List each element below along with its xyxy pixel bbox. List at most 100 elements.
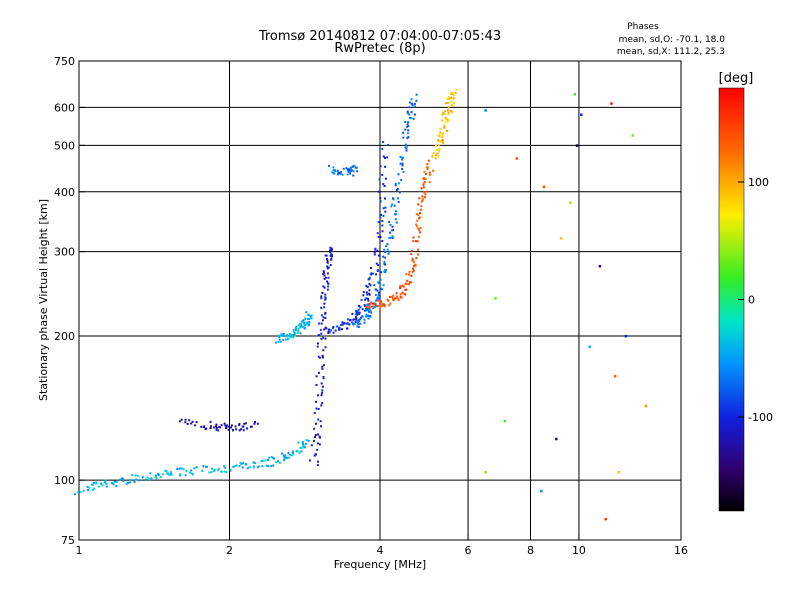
data-point [356, 322, 359, 325]
data-point [310, 314, 313, 317]
data-point [393, 213, 396, 216]
data-point [326, 261, 329, 264]
data-point [408, 270, 411, 273]
noise-point [484, 470, 487, 474]
data-point [358, 320, 361, 323]
data-point [363, 309, 366, 312]
data-point [412, 118, 415, 121]
data-point [455, 88, 458, 91]
data-point [278, 335, 281, 338]
data-point [381, 288, 384, 291]
data-point [129, 478, 132, 481]
data-point [451, 91, 454, 94]
data-point [424, 193, 427, 196]
data-point [399, 285, 402, 288]
data-point [439, 131, 442, 134]
data-point [453, 102, 456, 105]
data-point [278, 338, 281, 341]
data-point [391, 295, 394, 298]
data-point [401, 156, 404, 159]
data-point [388, 237, 391, 240]
x-axis-label: Frequency [MHz] [334, 558, 426, 571]
data-point [190, 469, 193, 472]
data-point [324, 316, 327, 319]
data-point [191, 473, 194, 476]
data-point [170, 473, 173, 476]
data-point [303, 321, 306, 324]
data-point [435, 153, 438, 156]
data-point [184, 418, 187, 421]
data-point [297, 327, 300, 330]
data-point [454, 92, 457, 95]
data-point [209, 420, 212, 423]
y-axis-label: Stationary phase Virtual Height [km] [37, 199, 50, 401]
data-point [418, 229, 421, 232]
data-point [381, 230, 384, 233]
data-point [402, 285, 405, 288]
data-point [444, 110, 447, 113]
data-point [180, 467, 183, 470]
data-point [244, 422, 247, 425]
data-point [256, 422, 259, 425]
data-point [242, 429, 245, 432]
data-point [415, 99, 418, 102]
data-point [283, 455, 286, 458]
data-point [419, 208, 422, 211]
data-point [297, 329, 300, 332]
data-point [300, 450, 303, 453]
data-point [381, 304, 384, 307]
data-point [410, 253, 413, 256]
data-point [333, 172, 336, 175]
data-point [419, 212, 422, 215]
data-point [399, 287, 402, 290]
data-point [299, 326, 302, 329]
data-point [356, 310, 359, 313]
data-point [400, 179, 403, 182]
data-point [355, 313, 358, 316]
data-point [379, 200, 382, 203]
data-point [275, 341, 278, 344]
data-point [313, 454, 316, 457]
colorbar-tick-label: 0 [748, 294, 755, 307]
data-point [447, 113, 450, 116]
data-point [318, 371, 321, 374]
data-point [418, 197, 421, 200]
data-point [406, 125, 409, 128]
data-point [316, 464, 319, 467]
annotation-title: Phases [627, 22, 659, 32]
data-point [320, 297, 323, 300]
data-point [306, 321, 309, 324]
data-point [168, 473, 171, 476]
y-tick-label: 750 [54, 55, 75, 68]
data-point [122, 480, 125, 483]
data-point [412, 236, 415, 239]
data-point [295, 326, 298, 329]
data-point [326, 259, 329, 262]
data-point [437, 144, 440, 147]
data-point [451, 92, 454, 95]
data-point [322, 285, 325, 288]
data-point [314, 434, 317, 437]
data-point [327, 328, 330, 331]
data-point [363, 318, 366, 321]
data-point [149, 472, 152, 475]
data-point [324, 293, 327, 296]
data-point [242, 462, 245, 465]
data-point [368, 278, 371, 281]
data-point [319, 420, 322, 423]
data-point [310, 317, 313, 320]
data-point [209, 425, 212, 428]
data-point [326, 267, 329, 270]
data-point [205, 427, 208, 430]
noise-point [559, 237, 563, 240]
data-point [215, 426, 218, 429]
data-point [298, 322, 301, 325]
noise-point [598, 264, 602, 268]
data-point [364, 298, 367, 301]
chart-subtitle: RwPretec (8p) [334, 41, 425, 56]
data-point [320, 332, 323, 335]
data-point [291, 451, 294, 454]
data-point [405, 149, 408, 152]
data-point [365, 306, 368, 309]
